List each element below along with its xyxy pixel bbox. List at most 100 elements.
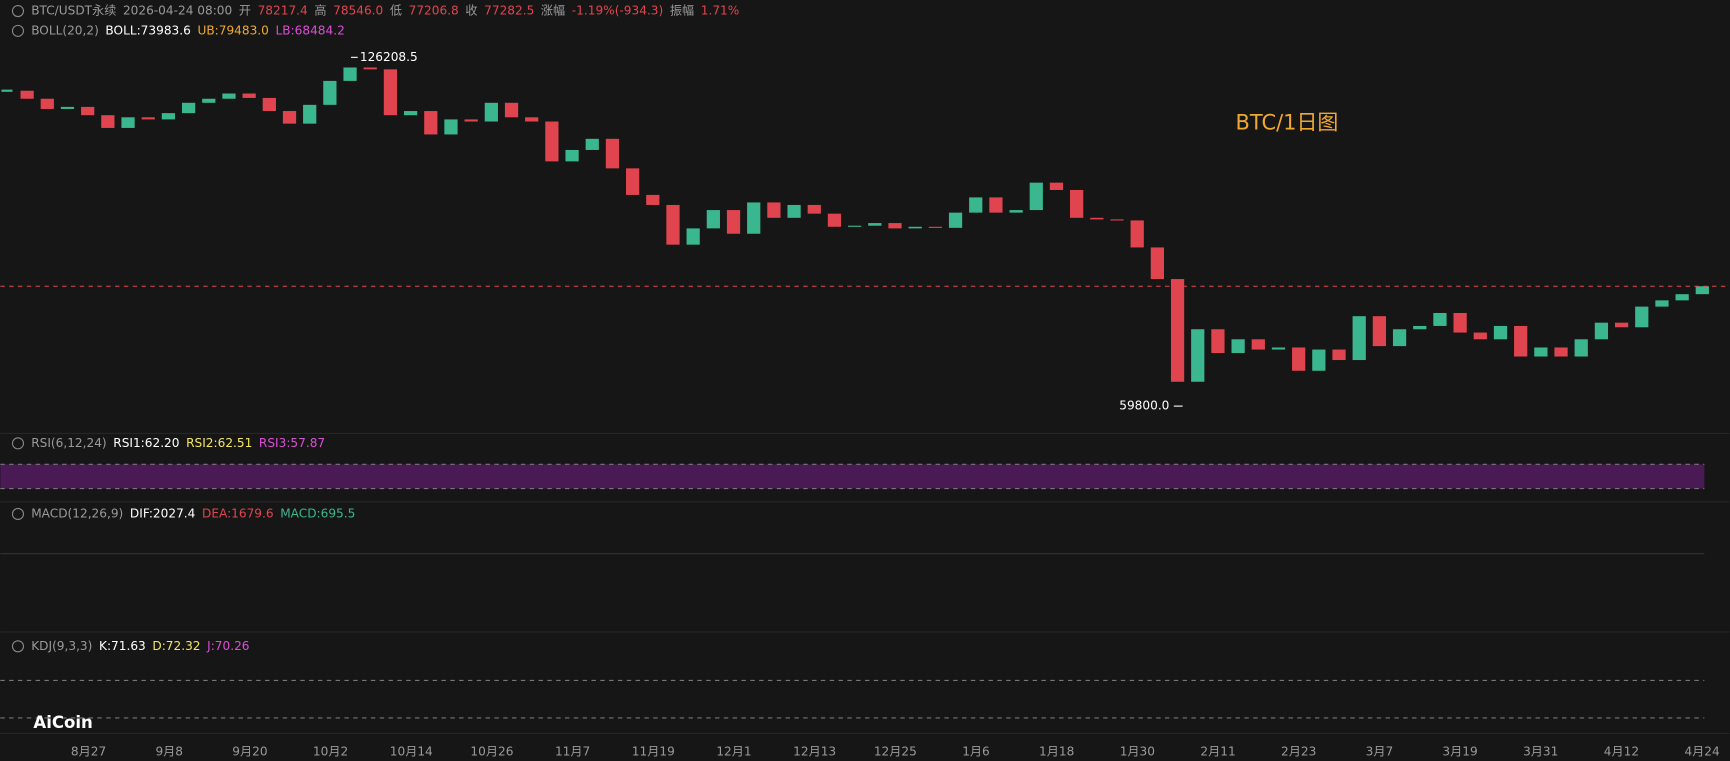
- candle: [1453, 312, 1467, 333]
- candle: [323, 80, 337, 105]
- grid: [0, 432, 1730, 734]
- candle: [948, 212, 963, 228]
- candle: [262, 97, 276, 112]
- candle: [1332, 349, 1346, 361]
- candle: [1473, 332, 1487, 340]
- candle: [363, 67, 377, 70]
- candle: [81, 106, 95, 116]
- legend-text: MACD(12,26,9): [31, 506, 123, 520]
- legend-icon: [11, 640, 25, 653]
- candle: [484, 102, 498, 122]
- candle: [1655, 300, 1669, 307]
- legend-text: 收: [465, 4, 477, 18]
- candle: [1070, 189, 1084, 218]
- high-label: 126208.5: [360, 50, 418, 64]
- candle: [1493, 325, 1508, 340]
- candle: [969, 197, 983, 213]
- candle: [747, 202, 761, 234]
- watermark: BTC/1日图: [1236, 111, 1339, 135]
- candle: [545, 121, 559, 162]
- candle: [928, 226, 942, 228]
- x-tick-label: 2月23: [1281, 745, 1316, 759]
- candle: [1231, 339, 1245, 354]
- candle: [1292, 347, 1306, 371]
- logo: AiCoin: [33, 713, 92, 732]
- legend-text: 78546.0: [333, 4, 383, 18]
- candle: [343, 67, 357, 81]
- candle: [1392, 329, 1407, 347]
- legend-text: 高: [314, 3, 326, 18]
- legend-text: DIF:2027.4: [130, 506, 196, 520]
- x-tick-label: 1月6: [962, 745, 990, 759]
- x-tick-label: 10月2: [313, 745, 348, 759]
- candle: [848, 225, 862, 227]
- guide-lines: [0, 463, 1705, 719]
- candle: [1433, 312, 1447, 326]
- legend-text: BOLL:73983.6: [105, 23, 190, 37]
- legend-text: 振幅: [670, 3, 694, 18]
- candle: [1150, 247, 1164, 280]
- candle: [706, 210, 720, 229]
- candle: [282, 111, 297, 124]
- legend-text: D:72.32: [152, 639, 200, 653]
- legend-text: 77206.8: [409, 4, 459, 18]
- candle: [686, 228, 700, 245]
- candle: [424, 111, 438, 135]
- candle: [787, 204, 801, 218]
- candle: [141, 117, 155, 120]
- legend-text: K:71.63: [99, 639, 146, 653]
- x-tick-label: 12月1: [716, 745, 751, 759]
- x-tick-label: 4月12: [1604, 745, 1639, 759]
- candle: [60, 106, 75, 109]
- x-tick-label: 1月30: [1120, 745, 1155, 759]
- legend-text: BOLL(20,2): [31, 23, 99, 37]
- x-tick-label: 11月7: [555, 745, 590, 759]
- candle: [444, 119, 458, 135]
- candle: [1534, 347, 1548, 357]
- candle: [585, 138, 599, 150]
- legend-text: 涨幅: [541, 3, 565, 18]
- x-tick-label: 11月19: [632, 745, 675, 759]
- candle: [1413, 325, 1427, 330]
- legend-icon: [11, 507, 25, 521]
- legend-text: BTC/USDT永续: [31, 4, 116, 18]
- candle: [40, 98, 54, 109]
- legend-text: KDJ(9,3,3): [31, 639, 92, 653]
- candle: [1312, 349, 1326, 371]
- candle: [1029, 182, 1043, 211]
- x-tick-label: 3月31: [1523, 745, 1558, 759]
- candle: [989, 197, 1003, 213]
- legend-text: J:70.26: [206, 639, 249, 653]
- candle: [868, 223, 882, 226]
- candle: [646, 194, 660, 205]
- legend-text: MACD:695.5: [280, 506, 355, 520]
- legend-text: 1.71%: [701, 4, 740, 18]
- x-tick-label: 1月18: [1039, 745, 1074, 759]
- candle: [504, 102, 519, 118]
- candle: [464, 119, 478, 122]
- legend-text: 开: [239, 4, 251, 18]
- x-tick-label: 3月19: [1442, 745, 1477, 759]
- candle: [1191, 329, 1205, 382]
- candle: [1574, 339, 1588, 357]
- candle: [1110, 219, 1124, 221]
- legend-text: -1.19%(-934.3): [572, 4, 663, 18]
- legend-text: 78217.4: [258, 4, 308, 18]
- candle: [1514, 325, 1528, 357]
- candle: [1090, 217, 1104, 220]
- candle: [121, 117, 135, 128]
- candle: [827, 213, 842, 227]
- candle: [626, 168, 640, 195]
- candle: [1170, 279, 1185, 382]
- x-tick-label: 12月25: [874, 745, 917, 759]
- legend-text: RSI3:57.87: [259, 436, 325, 450]
- legend-text: RSI2:62.51: [186, 436, 252, 450]
- x-tick-label: 9月8: [155, 745, 183, 759]
- candle: [1372, 316, 1387, 347]
- x-tick-label: 9月20: [232, 745, 267, 759]
- legend-text: RSI1:62.20: [113, 436, 179, 450]
- x-tick-label: 12月13: [793, 745, 836, 759]
- x-tick-label: 2月11: [1200, 745, 1235, 759]
- candle: [605, 138, 620, 169]
